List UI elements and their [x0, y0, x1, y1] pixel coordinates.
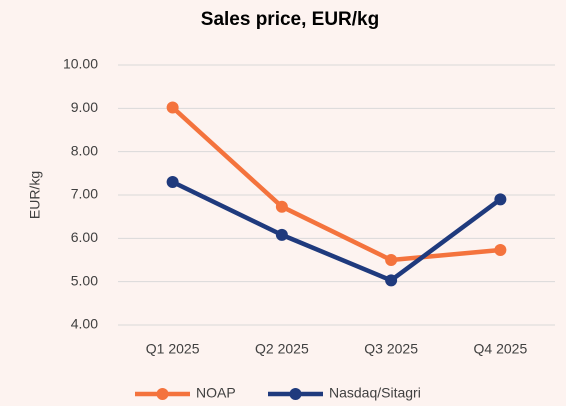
point — [494, 193, 507, 206]
point — [166, 176, 179, 188]
series-line — [171, 105, 501, 263]
legend-label: Nasdaq/Sitagri — [329, 385, 421, 401]
series-line — [171, 179, 502, 283]
y-tick-label: 5.00 — [71, 272, 98, 288]
y-tick-label: 7.00 — [71, 186, 98, 202]
y-tick-label: 6.00 — [71, 229, 98, 245]
point — [494, 244, 507, 257]
y-tick-label: 4.00 — [71, 316, 98, 332]
point — [166, 101, 179, 114]
chart-title: Sales price, EUR/kg — [201, 9, 379, 30]
legend-label: NOAP — [196, 385, 236, 401]
y-axis-title: EUR/kg — [27, 171, 43, 219]
y-tick-label: 10.00 — [63, 56, 98, 72]
legend-marker — [156, 388, 169, 400]
point — [385, 274, 398, 287]
y-tick-label: 8.00 — [71, 142, 98, 158]
y-tick-label: 9.00 — [71, 99, 98, 115]
x-tick-label: Q2 2025 — [255, 341, 309, 357]
point — [275, 228, 288, 241]
x-tick-label: Q3 2025 — [364, 341, 418, 357]
x-tick-label: Q4 2025 — [474, 341, 528, 357]
point — [385, 254, 398, 266]
point — [275, 200, 288, 213]
legend-marker — [289, 388, 302, 400]
x-tick-label: Q1 2025 — [146, 341, 200, 357]
